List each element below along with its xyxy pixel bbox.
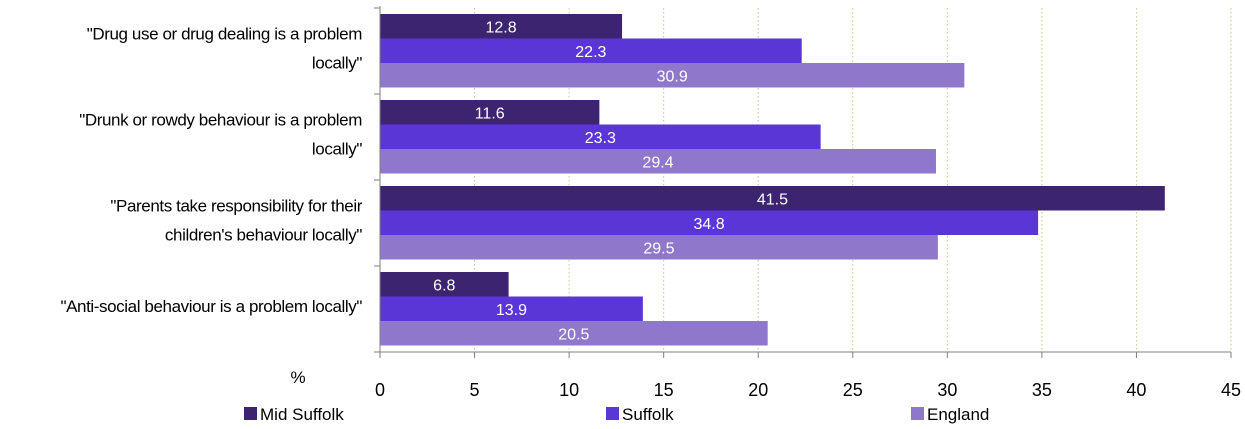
x-axis-unit-label: % [290, 368, 305, 387]
data-label: 34.8 [693, 216, 724, 233]
x-tick-label: 5 [470, 380, 480, 400]
data-label: 29.5 [643, 240, 674, 257]
bar-suffolk-1 [380, 124, 821, 149]
data-label: 29.4 [642, 154, 673, 171]
category-label: "Anti-social behaviour is a problem loca… [60, 297, 362, 316]
data-label: 13.9 [496, 302, 527, 319]
bar-england-3 [380, 321, 768, 346]
legend-label: Mid Suffolk [260, 405, 344, 424]
x-tick-label: 20 [748, 380, 768, 400]
legend-label: Suffolk [622, 405, 674, 424]
bars: 12.8 22.3 30.9 11.6 23.3 29.4 41.5 34.8 29.5 6.8 1… [380, 14, 1165, 346]
data-label: 22.3 [575, 44, 606, 61]
legend-item-suffolk: Suffolk [606, 405, 674, 424]
data-label: 6.8 [433, 277, 455, 294]
bar-suffolk-3 [380, 296, 643, 321]
legend-swatch [911, 407, 924, 420]
bar-england-2 [380, 235, 938, 260]
legend-item-mid-suffolk: Mid Suffolk [244, 405, 344, 424]
bar-suffolk-2 [380, 210, 1039, 235]
category-label: locally" [312, 54, 362, 73]
bar-mid-suffolk-1 [380, 100, 600, 125]
bar-mid-suffolk-3 [380, 272, 509, 297]
data-label: 23.3 [585, 130, 616, 147]
bar-england-1 [380, 149, 936, 174]
legend: Mid Suffolk Suffolk England [244, 405, 989, 424]
category-label: "Drunk or rowdy behaviour is a problem [79, 111, 362, 130]
bar-mid-suffolk-2 [380, 186, 1165, 211]
bar-england-0 [380, 63, 965, 88]
data-label: 41.5 [757, 191, 788, 208]
data-label: 20.5 [558, 326, 589, 343]
data-label: 12.8 [485, 19, 516, 36]
x-tick-label: 10 [559, 380, 579, 400]
axes [374, 6, 1232, 358]
x-tick-label: 30 [937, 380, 957, 400]
legend-swatch [244, 407, 257, 420]
data-label: 11.6 [475, 105, 505, 122]
x-tick-label: 35 [1032, 380, 1052, 400]
data-label: 30.9 [657, 68, 688, 85]
tick-labels: 0 5 10 15 20 25 30 35 40 45 [375, 380, 1241, 400]
category-label: "Parents take responsibility for their [110, 197, 362, 216]
x-tick-label: 40 [1126, 380, 1146, 400]
category-label: children's behaviour locally" [165, 226, 362, 245]
bar-suffolk-0 [380, 38, 802, 63]
category-label: "Drug use or drug dealing is a problem [87, 25, 363, 44]
category-labels: "Drug use or drug dealing is a problem lo… [60, 25, 363, 317]
x-tick-label: 45 [1221, 380, 1241, 400]
x-tick-label: 25 [843, 380, 863, 400]
x-tick-label: 0 [375, 380, 385, 400]
legend-label: England [927, 405, 989, 424]
legend-swatch [606, 407, 619, 420]
category-label: locally" [312, 140, 362, 159]
bar-mid-suffolk-0 [380, 14, 623, 39]
x-tick-label: 15 [654, 380, 674, 400]
legend-item-england: England [911, 405, 989, 424]
